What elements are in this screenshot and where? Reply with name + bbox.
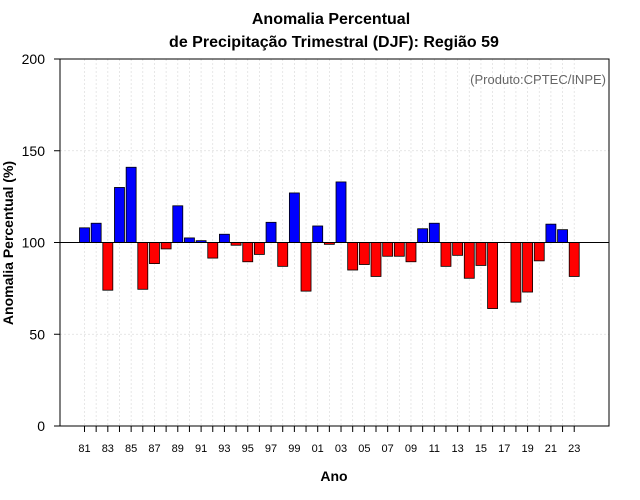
credit-text: (Produto:CPTEC/INPE) (470, 72, 606, 87)
bar-93 (219, 233, 230, 243)
x-tick-label: 95 (242, 443, 254, 455)
bar-84 (114, 187, 125, 243)
bar-01 (312, 225, 324, 243)
bar-95 (242, 242, 254, 263)
y-tick-label: 0 (37, 418, 45, 434)
y-tick-label: 100 (22, 235, 46, 251)
bar-96 (253, 242, 265, 255)
chart-title-line-2: de Precipitação Trimestral (DJF): Região… (169, 34, 499, 51)
x-tick-label: 09 (405, 443, 417, 455)
x-tick-label: 81 (78, 443, 90, 455)
x-tick-label: 93 (218, 443, 230, 455)
x-tick-label: 83 (102, 443, 114, 455)
x-axis: 81 83 85 87 89 91 93 95 97 99 01 03 05 07 09 11 13 15 17 19… (78, 426, 580, 455)
bar-20 (533, 242, 545, 262)
bar-06 (370, 242, 382, 277)
bar-19 (522, 242, 533, 293)
x-tick-label: 85 (125, 443, 137, 455)
x-tick-label: 91 (195, 443, 207, 455)
x-tick-label: 19 (521, 443, 533, 455)
x-axis-label: Ano (320, 468, 347, 484)
bar-08 (393, 242, 405, 257)
x-tick-label: 03 (335, 443, 347, 455)
bar-89 (172, 205, 184, 243)
bar-15 (475, 242, 487, 266)
bar-82 (90, 222, 102, 243)
bar-83 (102, 242, 114, 291)
x-tick-label: 05 (358, 443, 370, 455)
x-tick-label: 21 (545, 443, 557, 455)
bar-87 (149, 242, 160, 265)
x-tick-label: 97 (265, 443, 277, 455)
bar-21 (545, 223, 557, 243)
bar-23 (568, 242, 580, 277)
x-tick-label: 07 (382, 443, 394, 455)
y-axis: 0 50 100 150 200 (22, 51, 60, 434)
x-tick-label: 89 (172, 443, 184, 455)
bar-13 (452, 242, 464, 256)
x-tick-label: 87 (148, 443, 160, 455)
bar-18 (510, 242, 522, 303)
bar-00 (300, 242, 312, 292)
x-tick-label: 11 (429, 443, 440, 455)
bar-81 (79, 227, 90, 243)
bar-85 (125, 166, 137, 243)
y-axis-label: Anomalia Percentual (%) (0, 161, 16, 325)
bar-10 (417, 228, 429, 243)
bar-04 (347, 242, 359, 271)
x-tick-label: 01 (312, 443, 324, 455)
bar-07 (382, 242, 394, 257)
bar-97 (265, 221, 277, 243)
x-tick-label: 15 (475, 443, 487, 455)
bar-22 (557, 229, 568, 243)
y-tick-label: 150 (22, 143, 46, 159)
bar-86 (137, 242, 149, 290)
bar-99 (288, 192, 300, 243)
bar-98 (277, 242, 289, 267)
bar-03 (335, 181, 347, 243)
bar-90 (184, 237, 195, 243)
y-tick-label: 200 (22, 51, 46, 67)
x-tick-label: 17 (498, 443, 510, 455)
y-tick-label: 50 (29, 326, 45, 342)
chart-title-line-1: Anomalia Percentual (252, 11, 410, 28)
bar-11 (428, 222, 440, 243)
bar-12 (440, 242, 452, 267)
bar-14 (463, 242, 475, 279)
x-tick-label: 23 (568, 443, 580, 455)
bar-88 (160, 242, 172, 250)
bar-09 (405, 242, 417, 263)
bars (79, 166, 580, 309)
bar-05 (358, 242, 370, 265)
bar-16 (487, 242, 499, 309)
x-tick-label: 13 (451, 443, 463, 455)
x-tick-label: 99 (288, 443, 300, 455)
bar-92 (207, 242, 219, 259)
